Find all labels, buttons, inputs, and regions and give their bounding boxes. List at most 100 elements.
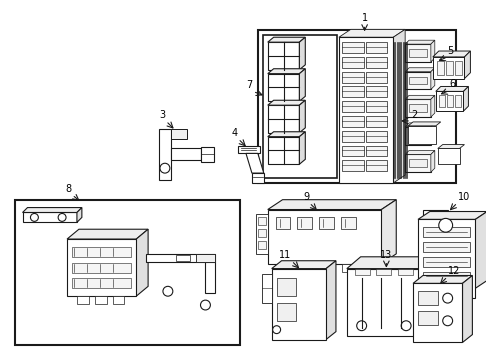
Bar bbox=[417, 311, 437, 325]
Polygon shape bbox=[267, 200, 395, 210]
Polygon shape bbox=[170, 129, 186, 139]
Bar bbox=[435, 91, 463, 111]
Bar bbox=[405, 44, 430, 62]
Polygon shape bbox=[299, 37, 305, 70]
Polygon shape bbox=[437, 145, 464, 148]
Bar bbox=[422, 227, 469, 237]
Bar bbox=[405, 154, 430, 172]
Bar bbox=[405, 127, 430, 145]
Text: 4: 4 bbox=[231, 128, 238, 138]
Polygon shape bbox=[267, 37, 305, 42]
Text: 13: 13 bbox=[380, 250, 392, 260]
Polygon shape bbox=[422, 210, 447, 219]
Polygon shape bbox=[245, 153, 263, 173]
Bar bbox=[341, 264, 351, 271]
Polygon shape bbox=[430, 68, 434, 89]
Bar bbox=[432, 57, 464, 78]
Polygon shape bbox=[405, 150, 434, 154]
Bar bbox=[341, 116, 363, 127]
Bar bbox=[436, 61, 443, 75]
Polygon shape bbox=[417, 212, 486, 219]
Bar bbox=[275, 217, 290, 229]
Polygon shape bbox=[462, 275, 471, 342]
Circle shape bbox=[58, 213, 66, 221]
Polygon shape bbox=[430, 150, 434, 172]
Polygon shape bbox=[77, 208, 81, 222]
Polygon shape bbox=[432, 51, 469, 57]
Bar bbox=[257, 30, 455, 183]
Polygon shape bbox=[430, 95, 434, 117]
Bar bbox=[408, 104, 426, 112]
Polygon shape bbox=[146, 254, 215, 262]
Text: 7: 7 bbox=[246, 80, 252, 90]
Polygon shape bbox=[405, 95, 434, 99]
Bar bbox=[262, 35, 336, 178]
Text: 6: 6 bbox=[449, 80, 455, 89]
Bar bbox=[408, 159, 426, 167]
Polygon shape bbox=[392, 30, 405, 183]
Polygon shape bbox=[407, 122, 440, 126]
Polygon shape bbox=[463, 86, 468, 111]
Bar bbox=[446, 95, 452, 107]
Polygon shape bbox=[67, 229, 148, 239]
Bar bbox=[422, 242, 469, 252]
Circle shape bbox=[30, 213, 38, 221]
Polygon shape bbox=[405, 40, 434, 44]
Polygon shape bbox=[267, 132, 305, 137]
Bar bbox=[422, 257, 469, 267]
Bar bbox=[15, 200, 240, 345]
Bar bbox=[365, 145, 386, 156]
Bar bbox=[365, 42, 386, 53]
Bar bbox=[95, 296, 106, 304]
Bar bbox=[365, 131, 386, 141]
Bar bbox=[311, 264, 322, 271]
Bar bbox=[408, 77, 426, 85]
Polygon shape bbox=[299, 100, 305, 133]
Bar bbox=[408, 49, 426, 57]
Polygon shape bbox=[170, 148, 200, 160]
Polygon shape bbox=[136, 229, 148, 296]
Text: 5: 5 bbox=[447, 46, 453, 56]
Bar bbox=[437, 148, 459, 164]
Bar bbox=[376, 269, 390, 275]
Polygon shape bbox=[267, 69, 305, 74]
Bar bbox=[267, 42, 299, 70]
Bar bbox=[365, 57, 386, 68]
Bar bbox=[341, 145, 363, 156]
Bar bbox=[257, 241, 265, 249]
Polygon shape bbox=[435, 86, 468, 91]
Text: 11: 11 bbox=[279, 250, 291, 260]
Bar bbox=[445, 61, 452, 75]
Bar bbox=[297, 217, 311, 229]
Bar bbox=[417, 291, 437, 305]
Bar bbox=[282, 264, 292, 271]
Bar bbox=[276, 303, 296, 321]
Polygon shape bbox=[325, 261, 335, 339]
Bar bbox=[365, 116, 386, 127]
Bar bbox=[72, 263, 131, 273]
Bar bbox=[261, 274, 271, 303]
Bar bbox=[195, 254, 215, 262]
Bar bbox=[365, 72, 386, 82]
Polygon shape bbox=[346, 257, 439, 269]
Polygon shape bbox=[381, 200, 395, 264]
Bar bbox=[354, 269, 369, 275]
Bar bbox=[341, 131, 363, 141]
Text: 9: 9 bbox=[303, 192, 308, 202]
Polygon shape bbox=[267, 100, 305, 105]
Bar bbox=[319, 217, 333, 229]
Polygon shape bbox=[405, 123, 434, 127]
Bar bbox=[200, 147, 214, 162]
Bar bbox=[338, 37, 392, 183]
Bar bbox=[341, 86, 363, 97]
Bar bbox=[257, 217, 265, 225]
Bar bbox=[276, 278, 296, 296]
Bar bbox=[72, 247, 131, 257]
Bar bbox=[407, 126, 435, 144]
Bar bbox=[67, 239, 136, 296]
Bar bbox=[454, 95, 460, 107]
Circle shape bbox=[442, 293, 452, 303]
Bar bbox=[112, 296, 124, 304]
Polygon shape bbox=[425, 257, 439, 336]
Text: 1: 1 bbox=[361, 13, 367, 23]
